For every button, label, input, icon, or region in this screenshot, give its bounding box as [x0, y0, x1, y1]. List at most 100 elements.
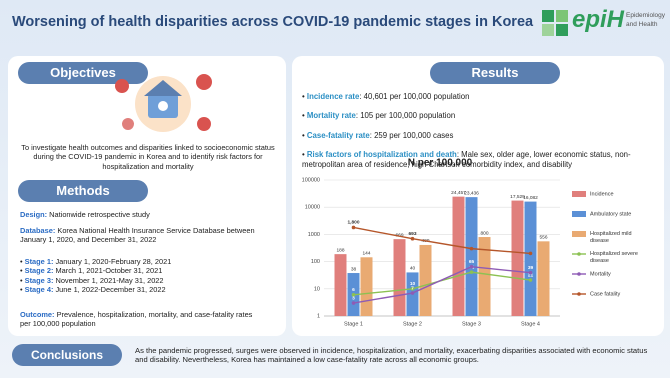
text: : 259 per 100,000 cases [369, 130, 454, 140]
conclusions-text: As the pandemic progressed, surges were … [135, 346, 648, 365]
x-tick-label: Stage 4 [521, 321, 540, 327]
text: Nationwide retrospective study [49, 210, 150, 219]
title: Worsening of health disparities across C… [12, 14, 534, 30]
marker [410, 236, 415, 241]
outcome: Outcome: Prevalence, hospitalization, mo… [20, 310, 260, 329]
label: Database: [20, 226, 56, 235]
legend-marker [577, 272, 581, 276]
label: Stage 1: [24, 257, 54, 266]
bar [511, 200, 524, 316]
label: Incidence rate [306, 92, 360, 101]
bar [465, 197, 478, 316]
label: Mortality rate [306, 111, 356, 121]
y-tick-label: 1 [317, 313, 320, 319]
bar [524, 201, 537, 316]
x-tick-label: Stage 1 [344, 321, 363, 327]
bar [419, 244, 432, 316]
text: November 1, 2021-May 31, 2022 [55, 275, 164, 285]
text: : 40,601 per 100,000 population [359, 92, 470, 101]
results-list: • Incidence rate: 40,601 per 100,000 pop… [302, 92, 657, 179]
marker [410, 291, 415, 295]
data-label: 188 [336, 247, 344, 253]
marker [528, 270, 533, 275]
section-heading: Methods [18, 180, 148, 202]
data-label: 3 [352, 295, 355, 301]
result-item: • Mortality rate: 105 per 100,000 popula… [302, 111, 456, 121]
journal-name: and Health [626, 21, 658, 28]
legend-swatch [572, 191, 586, 197]
x-tick-label: Stage 3 [462, 321, 481, 327]
data-label: 556 [539, 235, 547, 241]
data-label: 23,436 [464, 190, 479, 196]
logo: epiH [572, 6, 625, 33]
journal-name: Epidemiology [626, 12, 666, 19]
data-label: 6 [352, 287, 355, 293]
label: Outcome: [20, 310, 55, 319]
line [353, 226, 531, 255]
y-tick-label: 100000 [302, 177, 320, 183]
data-label: 40 [410, 266, 416, 272]
text: : 105 per 100,000 population [355, 111, 456, 121]
data-label: 10 [410, 281, 416, 287]
marker [469, 270, 474, 274]
y-tick-label: 100 [311, 259, 320, 265]
data-label: 38 [351, 266, 357, 272]
data-label: 1,800 [347, 220, 359, 226]
legend-swatch [572, 211, 586, 217]
x-tick-label: Stage 2 [403, 321, 422, 327]
data-label: 144 [362, 251, 370, 257]
line [353, 271, 531, 296]
marker [528, 251, 533, 256]
data-label: 24,457 [451, 190, 466, 196]
data-label: 17,529 [510, 194, 525, 200]
section-heading: Conclusions [12, 344, 122, 366]
result-item: • Case-fatality rate: 259 per 100,000 ca… [302, 130, 454, 140]
legend-label: Case fatality [590, 291, 621, 297]
data-label: 800 [480, 230, 488, 236]
bar [537, 241, 550, 316]
bar [393, 239, 406, 316]
chart: N per 100,000 1 10 100 1000 10000 100000 Stage… [302, 158, 638, 328]
y-tick-label: 1000 [308, 232, 320, 238]
bar [478, 237, 491, 316]
stages: • Stage 1: January 1, 2020-February 28, … [20, 257, 280, 295]
result-item: • Incidence rate: 40,601 per 100,000 pop… [302, 92, 470, 101]
stage: • Stage 4: June 1, 2022-December 31, 202… [20, 285, 166, 295]
data-label: 39 [528, 265, 534, 271]
bar [360, 257, 373, 316]
label: Stage 2: [24, 266, 54, 276]
chart-title: N per 100,000 [408, 158, 473, 169]
objectives-text: To investigate health outcomes and dispa… [21, 143, 275, 171]
marker [351, 225, 356, 230]
section-heading: Objectives [18, 62, 148, 84]
label: Design: [20, 210, 48, 219]
text: March 1, 2021-October 31, 2021 [55, 266, 163, 276]
marker [469, 264, 474, 269]
label: Stage 4: [24, 285, 54, 295]
legend-swatch [572, 231, 586, 237]
objectives-icon [115, 74, 212, 132]
result-item: • Risk factors of hospitalization and de… [302, 150, 631, 169]
label: Stage 3: [24, 275, 54, 285]
legend-marker [577, 252, 581, 256]
legend-marker [577, 292, 581, 296]
marker [351, 293, 356, 297]
marker [528, 278, 533, 282]
legend-label: Mortality [590, 271, 611, 277]
y-tick-label: 10 [314, 286, 320, 292]
marker [351, 301, 356, 305]
text: Prevalence, hospitalization, mortality, … [20, 310, 253, 329]
bar [334, 254, 347, 316]
stage: • Stage 1: January 1, 2020-February 28, … [20, 257, 172, 266]
data-label: 7 [411, 285, 414, 291]
design: Design: Nationwide retrospective study [20, 210, 280, 219]
bar [452, 196, 465, 316]
stage: • Stage 2: March 1, 2021-October 31, 202… [20, 266, 163, 276]
stage: • Stage 3: November 1, 2021-May 31, 2022 [20, 275, 164, 285]
text: : Male sex, older age, lower economic st… [302, 150, 631, 169]
data-label: 16,082 [523, 195, 538, 201]
y-tick-label: 10000 [305, 205, 320, 211]
marker [410, 287, 415, 291]
text: Korea National Health Insurance Service … [20, 226, 255, 245]
